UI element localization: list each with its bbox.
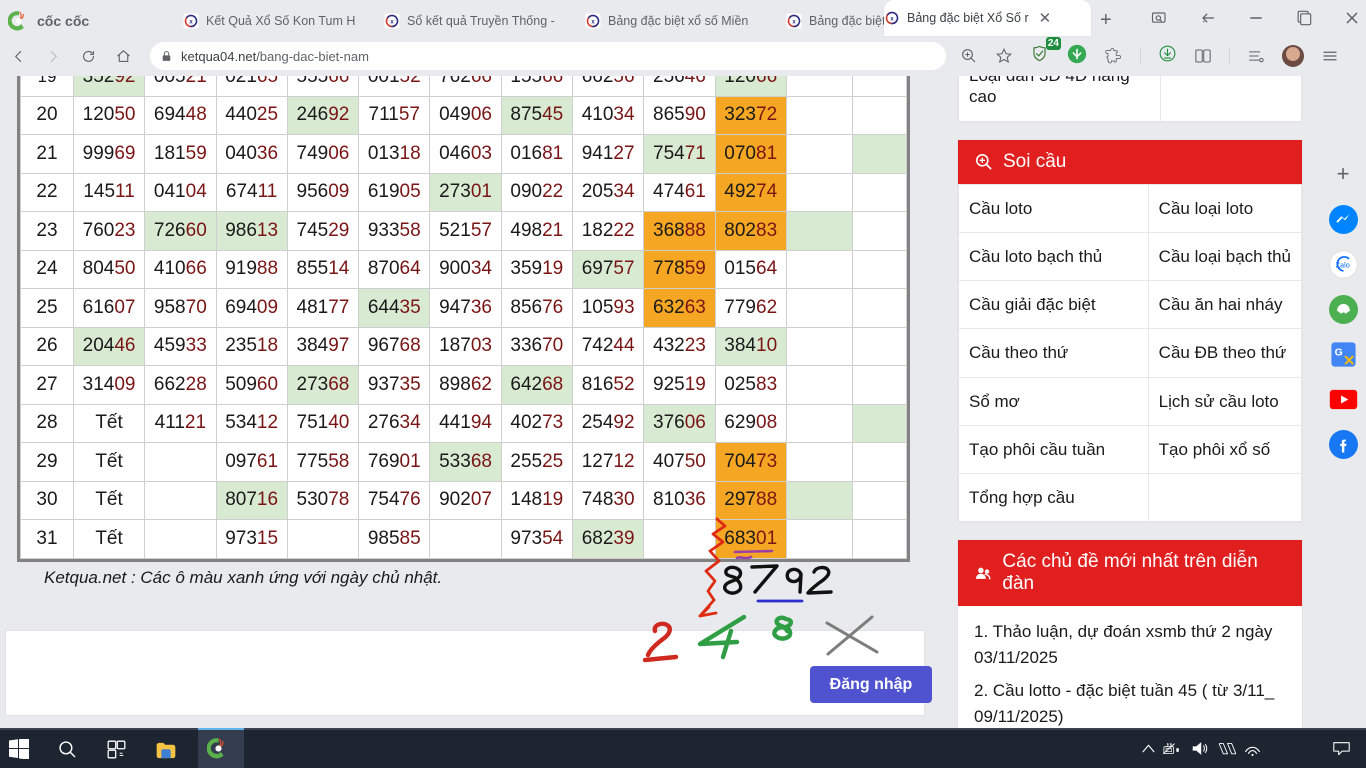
svg-text:G: G	[1334, 347, 1342, 358]
svg-text:Zalo: Zalo	[1335, 261, 1349, 270]
